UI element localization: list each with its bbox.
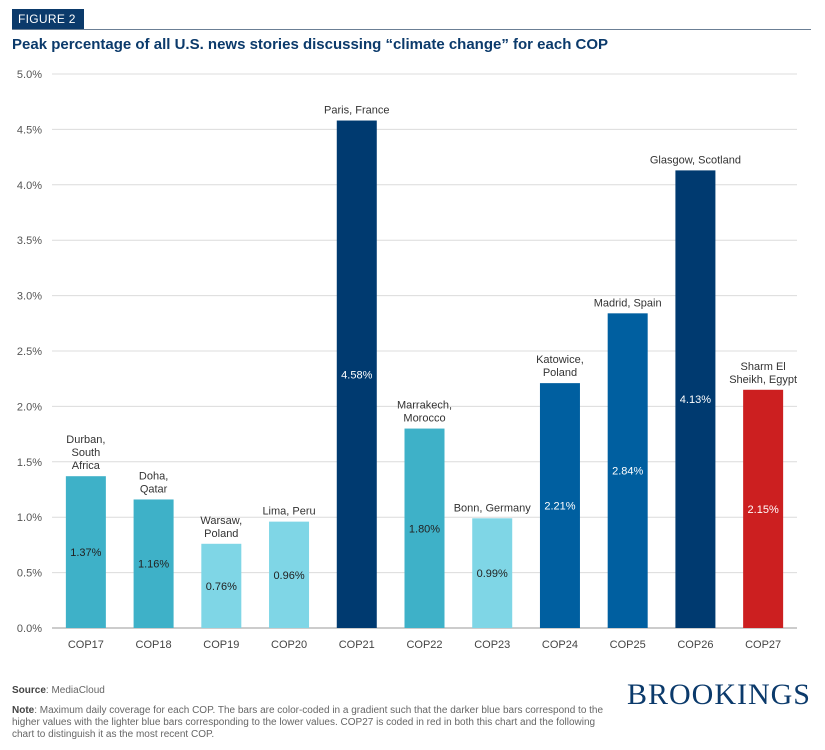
bar-location-label: Africa [72,460,101,472]
x-tick-label: COP20 [271,639,307,651]
bar [675,170,716,628]
bar [269,521,310,628]
x-tick-label: COP23 [474,639,510,651]
bar-value-label: 4.13% [680,394,711,406]
bar-value-label: 1.80% [409,523,440,535]
bar-location-label: Durban, [66,434,105,446]
x-tick-label: COP27 [745,639,781,651]
bar-location-label: Lima, Peru [262,506,315,518]
brookings-logo: BROOKINGS [626,678,811,711]
x-tick-label: COP26 [677,639,713,651]
x-tick-label: COP19 [203,639,239,651]
bar-value-label: 2.21% [544,501,575,513]
figure-rule [12,29,811,30]
y-tick-label: 4.5% [17,124,42,136]
figure-label: FIGURE 2 [12,9,84,29]
bar-location-label: Sheikh, Egypt [729,374,797,386]
note-text: : Maximum daily coverage for each COP. T… [12,705,604,740]
bar [336,120,377,628]
bar-location-label: Poland [204,528,238,540]
bar-value-label: 0.99% [477,568,508,580]
bar [607,313,648,628]
bar [65,476,106,628]
bar-location-label: Doha, [139,470,168,482]
bar-value-label: 4.58% [341,369,372,381]
bar-value-label: 2.15% [748,504,779,516]
bar-location-label: Warsaw, [200,515,242,527]
bar-location-label: Bonn, Germany [454,502,532,514]
bar [201,543,242,628]
source-line: Source: MediaCloud [12,685,105,696]
bar-location-label: South [71,447,100,459]
bar-location-label: Qatar [140,483,168,495]
bar [743,389,784,628]
y-tick-label: 1.0% [17,512,42,524]
y-tick-label: 0.0% [17,623,42,635]
note-label: Note [12,705,35,716]
bar [539,383,580,628]
bar-value-label: 0.96% [273,570,304,582]
bar-location-label: Morocco [403,413,445,425]
y-tick-label: 4.0% [17,180,42,192]
bar-location-label: Glasgow, Scotland [650,154,741,166]
bar-chart: 0.0% 0.5% 1.0% 1.5% 2.0% 2.5% 3.0% 3.5% 4.0% 4.5%… [17,69,797,651]
y-tick-label: 3.0% [17,291,42,303]
bar-value-label: 2.84% [612,466,643,478]
bar [404,428,445,628]
bar-location-label: Poland [543,367,577,379]
bar-location-label: Marrakech, [397,400,452,412]
note-text-block: Note: Maximum daily coverage for each CO… [12,705,612,741]
y-tick-label: 3.5% [17,235,42,247]
y-tick-label: 2.5% [17,346,42,358]
bar-location-label: Madrid, Spain [594,297,662,309]
bar-location-label: Sharm El [741,361,786,373]
x-tick-label: COP24 [542,639,578,651]
bar-value-label: 1.16% [138,559,169,571]
x-tick-label: COP22 [406,639,442,651]
x-tick-label: COP17 [68,639,104,651]
bar-value-label: 0.76% [206,581,237,593]
x-tick-label: COP21 [339,639,375,651]
y-tick-label: 5.0% [17,69,42,81]
source-text: : MediaCloud [45,685,105,696]
bar-location-label: Katowice, [536,354,584,366]
bar [472,518,513,628]
chart-title: Peak percentage of all U.S. news stories… [12,36,609,53]
bar-location-label: Paris, France [324,105,389,117]
y-tick-label: 1.5% [17,457,42,469]
y-tick-label: 2.0% [17,401,42,413]
bar [133,499,174,628]
source-label: Source [12,685,46,696]
y-tick-label: 0.5% [17,568,42,580]
x-tick-label: COP25 [610,639,646,651]
bar-value-label: 1.37% [70,547,101,559]
x-tick-label: COP18 [136,639,172,651]
